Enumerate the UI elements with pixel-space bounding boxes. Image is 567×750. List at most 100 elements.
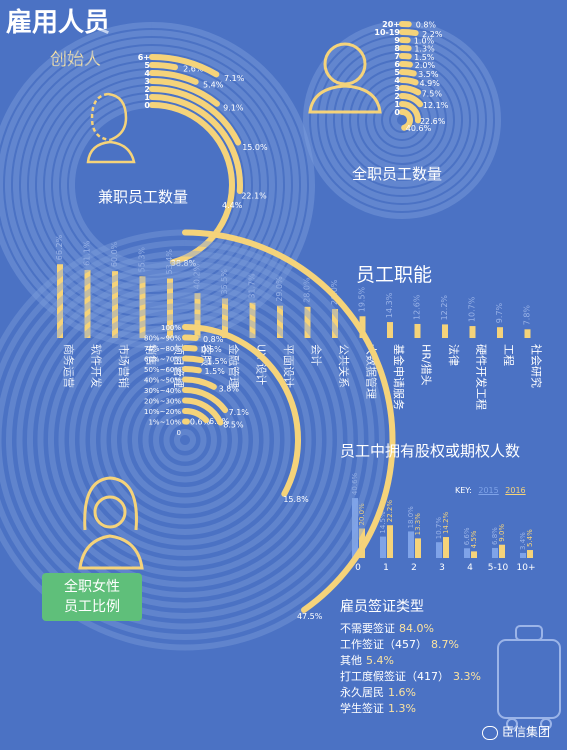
visa-title: 雇员签证类型 [340, 599, 424, 615]
visa-value: 3.3% [453, 670, 481, 683]
ring-category-label: 6 [394, 60, 400, 69]
women-rings-chart: 47.5%00.6%1%~10% 6.2%10%~20%8.5%20%~30%7.… [0, 229, 396, 651]
ring-category-label: 10-19 [374, 28, 400, 37]
function-bar [222, 298, 228, 338]
function-value-label: 28.0% [303, 277, 312, 303]
parttime-label: 兼职员工数量 [98, 188, 189, 206]
equity-legend: KEY: 2015 2016 [455, 486, 526, 495]
equity-bar-2015 [520, 552, 526, 558]
function-category-label: 软件开发 [90, 344, 104, 388]
function-value-label: 35.5% [220, 269, 229, 295]
equity-bar-2015 [352, 498, 358, 558]
visa-value: 84.0% [399, 622, 434, 635]
ring-pct-label: 12.1% [423, 101, 449, 110]
ring-category-label: 4 [394, 76, 400, 85]
ring-value-arc [149, 94, 243, 195]
function-bar [469, 326, 476, 338]
ring-value-arc [399, 77, 419, 86]
ring-track [110, 366, 259, 514]
ring-pct-label: 7.1% [229, 408, 250, 417]
watermark-text: 臣信集团 [502, 725, 551, 739]
visa-row: 不需要签证 84.0% [340, 620, 481, 636]
ring-category-label: 2 [144, 85, 150, 94]
founder-subtitle: 创始人 [50, 50, 101, 70]
ring-track [58, 313, 312, 567]
function-value-label: 14.3% [385, 292, 394, 318]
visa-row: 打工度假签证（417） 3.3% [340, 668, 481, 684]
ring-category-label: 7 [394, 52, 400, 61]
ring-track [16, 271, 354, 609]
ring-track [311, 29, 493, 211]
ring-category-label: 8 [394, 44, 400, 53]
ring-pct-label: 3.8% [219, 384, 240, 393]
equity-category-label: 0 [355, 563, 361, 573]
ring-pct-label: 7.1% [224, 74, 245, 83]
equity-value-label: 22.2% [386, 500, 394, 523]
ring-pct-label: 2.0% [415, 61, 436, 70]
ring-pct-label: 0.8% [203, 335, 224, 344]
ring-category-label: 5 [144, 61, 150, 70]
ring-track [359, 77, 445, 163]
function-value-label: 7.8% [523, 305, 532, 326]
equity-bar-2015 [408, 531, 414, 558]
function-bar [84, 269, 91, 338]
ring-track [79, 334, 291, 546]
ring-pct-label: 0.8% [416, 21, 437, 30]
ring-track [351, 69, 453, 171]
function-value-label: 55.3% [138, 247, 147, 273]
ring-track [6, 261, 364, 619]
visa-value: 1.3% [388, 702, 416, 715]
equity-value-label: 14.5% [379, 511, 387, 534]
equity-category-label: 1 [383, 563, 389, 573]
person-outline-icon [308, 42, 382, 114]
ring-pct-label: 1.5% [207, 357, 228, 366]
ring-value-arc [149, 102, 235, 266]
ring-pct-label: 15.0% [242, 143, 268, 152]
ring-track [37, 292, 333, 588]
ring-value-arc [149, 62, 178, 71]
equity-bar-2016 [387, 525, 393, 558]
ring-value-arc [399, 93, 424, 108]
function-bar [497, 327, 503, 338]
legend-title: KEY: [455, 486, 472, 495]
visa-label: 学生签证 [340, 702, 384, 715]
ring-value-arc [149, 86, 242, 146]
function-chart-title: 员工职能 [356, 264, 433, 286]
equity-value-label: 3.4% [519, 532, 527, 550]
ring-category-label: 3 [144, 77, 150, 86]
visa-row: 学生签证 1.3% [340, 700, 481, 716]
ring-category-label: 2 [394, 92, 400, 101]
ring-category-label: 0 [144, 101, 150, 110]
ring-track [27, 282, 343, 598]
ring-track [36, 70, 267, 300]
function-bar [524, 329, 531, 338]
visa-label: 打工度假签证（417） [340, 670, 449, 683]
function-category-label: 基金申请服务 [392, 344, 406, 410]
equity-value-label: 14.2% [442, 511, 450, 534]
ring-track [5, 38, 299, 332]
equity-chart-title: 员工中拥有股权或期权人数 [340, 442, 521, 460]
equity-category-label: 10+ [517, 563, 536, 573]
ring-category-label: 0 [177, 429, 181, 437]
function-bar [442, 324, 448, 338]
function-category-label: 市场营销 [117, 344, 131, 388]
women-badge-line1: 全职女性 [64, 579, 120, 595]
equity-value-label: 4.5% [470, 530, 478, 548]
ring-category-label: 80%~90% [144, 335, 181, 343]
ring-value-arc [399, 69, 417, 77]
ring-track [21, 54, 283, 316]
function-category-label: 平面设计 [282, 344, 295, 388]
function-value-label: 29.0% [275, 276, 284, 302]
ring-value-arc [149, 78, 220, 107]
function-value-label: 61.1% [83, 240, 92, 266]
ring-category-label: 20%~30% [144, 398, 181, 406]
visa-label: 工作签证（457） [340, 638, 427, 651]
ring-pct-label: 4.9% [420, 79, 441, 88]
function-bar [332, 309, 338, 338]
ring-category-label: 70%~80% [144, 345, 181, 353]
ring-value-arc [182, 397, 224, 426]
equity-value-label: 10.7% [435, 517, 443, 540]
equity-bar-2016 [415, 538, 421, 558]
ring-category-label: 0 [394, 108, 400, 117]
